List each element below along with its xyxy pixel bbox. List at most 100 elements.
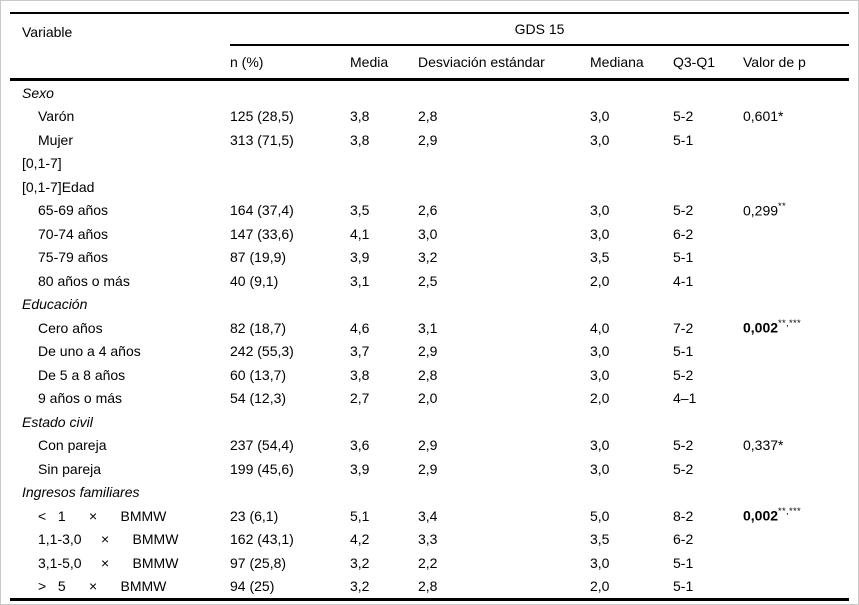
cell-mediana: 2,0 (590, 272, 610, 289)
header-row-group: Variable GDS 15 (10, 13, 850, 81)
cell-desviacion (418, 80, 590, 105)
cell-valor-p (743, 481, 849, 505)
cell-n (230, 481, 350, 505)
cell-media: 5,1 (350, 507, 370, 524)
cell-desviacion (418, 481, 590, 505)
cell-n: 125 (28,5) (230, 108, 294, 125)
table-row: > 5 × BMMW 94 (25) 3,2 2,8 2,0 5-1 (10, 575, 849, 600)
cell-q3q1: 5-2 (673, 460, 694, 477)
col-header-variable: Variable (10, 13, 230, 81)
cell-variable: Estado civil (22, 413, 93, 430)
cell-media: 4,6 (350, 319, 370, 336)
cell-desviacion: 2,8 (418, 578, 438, 595)
cell-media: 3,2 (350, 578, 370, 595)
table-body: Sexo Varón 125 (28,5) 3,8 2,8 3,0 5-2 0,601* Muj… (10, 80, 849, 600)
cell-valor-p (743, 363, 849, 387)
header-row-columns: n (%) Media Desviación estándar Mediana … (10, 45, 850, 81)
cell-desviacion: 2,9 (418, 437, 438, 454)
cell-n: 147 (33,6) (230, 225, 294, 242)
cell-q3q1 (673, 80, 743, 105)
gds15-descriptives-table: Variable GDS 15 n (%) Media Desviación e… (10, 12, 850, 601)
cell-q3q1: 5-1 (673, 578, 694, 595)
cell-mediana (590, 80, 673, 105)
cell-desviacion: 3,1 (418, 319, 438, 336)
cell-media: 2,7 (350, 390, 370, 407)
cell-variable: De uno a 4 años (38, 343, 141, 360)
cell-n: 60 (13,7) (230, 366, 287, 383)
cell-mediana: 4,0 (590, 319, 610, 336)
cell-desviacion: 2,8 (418, 366, 438, 383)
table-row: Con pareja 237 (54,4) 3,6 2,9 3,0 5-2 0,337* (10, 434, 849, 458)
cell-mediana: 3,0 (590, 437, 610, 454)
col-header-mediana: Mediana (590, 45, 673, 81)
cell-desviacion: 2,6 (418, 202, 438, 219)
cell-valor-p: 0,002**,*** (743, 318, 801, 337)
p-significance-markers: **,*** (778, 506, 801, 518)
cell-valor-p (743, 340, 849, 364)
cell-variable: 70-74 años (38, 225, 109, 242)
cell-desviacion: 2,9 (418, 131, 438, 148)
cell-q3q1: 5-2 (673, 108, 694, 125)
cell-valor-p: 0,299** (743, 200, 787, 219)
cell-q3q1: 5-2 (673, 202, 694, 219)
cell-media: 3,8 (350, 366, 370, 383)
col-header-desviacion: Desviación estándar (418, 45, 590, 81)
table-row-section: [0,1-7]Edad (10, 175, 849, 199)
cell-n: 40 (9,1) (230, 272, 279, 289)
cell-valor-p (743, 575, 849, 600)
cell-media: 3,1 (350, 272, 370, 289)
cell-valor-p (743, 222, 849, 246)
cell-desviacion: 2,0 (418, 390, 438, 407)
cell-n: 162 (43,1) (230, 531, 294, 548)
table-row: De 5 a 8 años 60 (13,7) 3,8 2,8 3,0 5-2 (10, 363, 849, 387)
cell-desviacion: 2,9 (418, 343, 438, 360)
cell-desviacion: 2,8 (418, 108, 438, 125)
cell-mediana: 3,0 (590, 554, 610, 571)
cell-variable: 65-69 años (38, 202, 109, 219)
cell-variable: Sin pareja (38, 460, 102, 477)
table-row: De uno a 4 años 242 (55,3) 3,7 2,9 3,0 5-1 (10, 340, 849, 364)
cell-mediana: 3,5 (590, 531, 610, 548)
cell-media: 3,8 (350, 108, 370, 125)
cell-q3q1 (673, 410, 743, 434)
cell-n: 242 (55,3) (230, 343, 294, 360)
cell-variable: Varón (38, 108, 75, 125)
cell-mediana: 3,0 (590, 343, 610, 360)
cell-valor-p (743, 152, 849, 176)
cell-n: 82 (18,7) (230, 319, 287, 336)
cell-q3q1 (673, 152, 743, 176)
cell-valor-p (743, 80, 849, 105)
cell-n: 54 (12,3) (230, 390, 287, 407)
cell-media (350, 410, 418, 434)
p-significance-markers: ** (778, 200, 787, 212)
cell-n (230, 293, 350, 317)
table-row: 65-69 años 164 (37,4) 3,5 2,6 3,0 5-2 0,299** (10, 199, 849, 223)
cell-desviacion: 3,3 (418, 531, 438, 548)
cell-desviacion (418, 293, 590, 317)
cell-media: 3,9 (350, 249, 370, 266)
cell-variable: 75-79 años (38, 249, 109, 266)
cell-valor-p (743, 528, 849, 552)
cell-mediana (590, 152, 673, 176)
cell-desviacion: 3,4 (418, 507, 438, 524)
table-row-section: Sexo (10, 80, 849, 105)
table-row: Mujer 313 (71,5) 3,8 2,9 3,0 5-1 (10, 128, 849, 152)
col-header-q3q1: Q3-Q1 (673, 45, 743, 81)
cell-variable: Cero años (38, 319, 103, 336)
cell-valor-p (743, 387, 849, 411)
col-header-media: Media (350, 45, 418, 81)
cell-mediana (590, 175, 673, 199)
cell-valor-p (743, 457, 849, 481)
cell-media (350, 175, 418, 199)
cell-q3q1: 4-1 (673, 272, 694, 289)
col-header-valor-p: Valor de p (743, 45, 850, 81)
table-row: 9 años o más 54 (12,3) 2,7 2,0 2,0 4–1 (10, 387, 849, 411)
cell-media (350, 481, 418, 505)
cell-variable: [0,1-7]Edad (22, 178, 95, 195)
cell-n: 199 (45,6) (230, 460, 294, 477)
cell-variable: < 1 × BMMW (38, 507, 167, 524)
cell-media (350, 293, 418, 317)
cell-valor-p: 0,002**,*** (743, 506, 801, 525)
table-row: < 1 × BMMW 23 (6,1) 5,1 3,4 5,0 8-2 0,002**,**… (10, 504, 849, 528)
cell-desviacion (418, 410, 590, 434)
